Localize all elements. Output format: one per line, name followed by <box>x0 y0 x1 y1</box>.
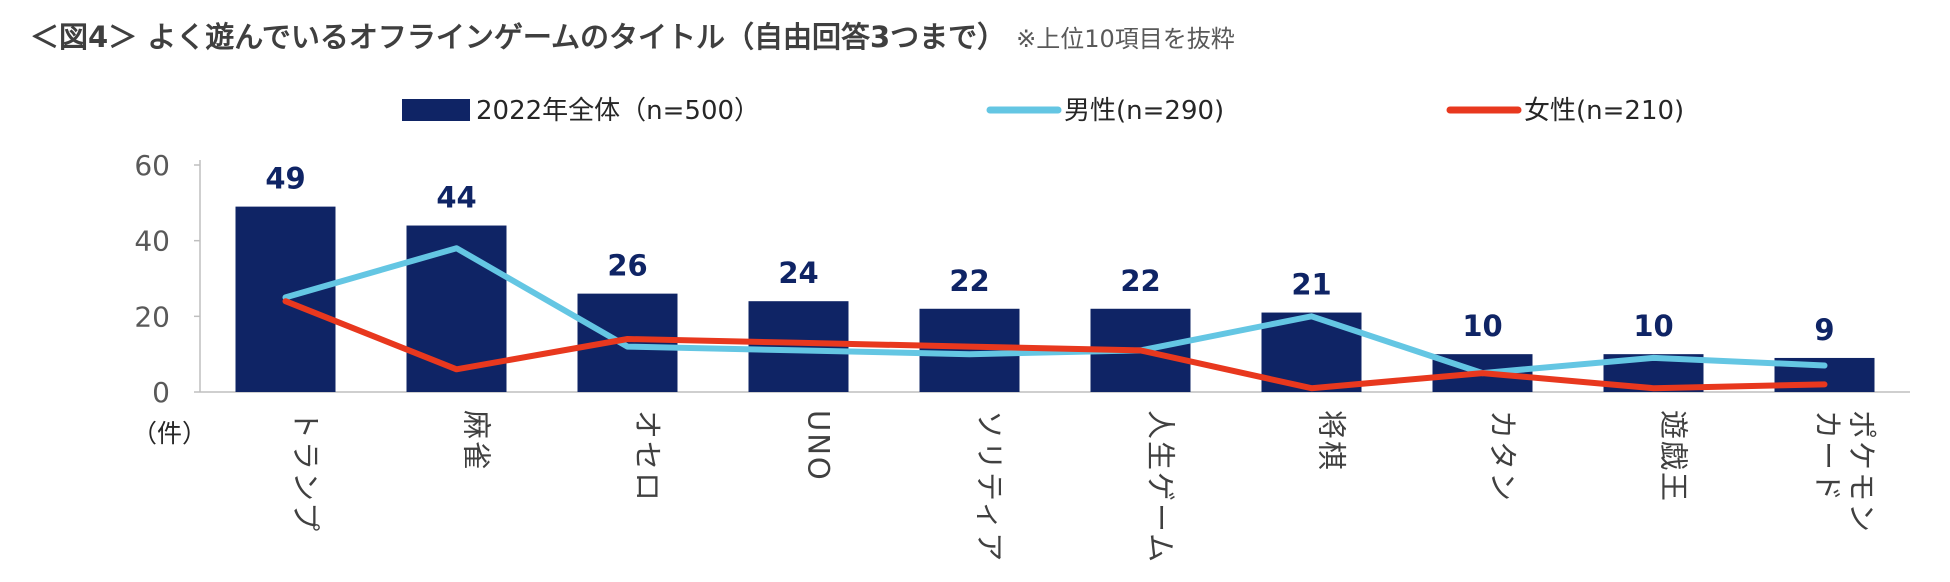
bar-value-label-3: 24 <box>778 256 818 290</box>
x-tick-label-9-0: ポケモン <box>1845 410 1879 534</box>
x-tick-label-2: オセロ <box>631 410 665 503</box>
bar-value-label-6: 21 <box>1291 268 1331 302</box>
bar-value-label-5: 22 <box>1120 264 1160 298</box>
x-tick-label-8: 遊戯王 <box>1657 410 1691 503</box>
bar-value-label-9: 9 <box>1814 313 1834 347</box>
y-tick-label-0: 0 <box>152 376 170 409</box>
series-line-1 <box>282 298 1828 392</box>
series-line-0 <box>282 245 1828 377</box>
y-tick-label-20: 20 <box>134 300 170 333</box>
x-tick-label-5: 人生ゲーム <box>1144 410 1178 564</box>
unit-label: （件） <box>132 419 207 448</box>
x-tick-label-9-1: カード <box>1811 410 1845 503</box>
bar-value-label-7: 10 <box>1462 309 1502 343</box>
title-row: ＜図4＞ よく遊んでいるオフラインゲームのタイトル（自由回答3つまで） ※上位10… <box>30 14 1235 56</box>
y-tick-label-60: 60 <box>134 149 170 182</box>
legend-swatch-0 <box>402 99 470 121</box>
bar-value-label-8: 10 <box>1633 309 1673 343</box>
chart-title: ＜図4＞ よく遊んでいるオフラインゲームのタイトル（自由回答3つまで） <box>30 20 1007 54</box>
x-tick-label-3: UNO <box>802 410 836 482</box>
x-tick-label-1: 麻雀 <box>460 410 494 472</box>
bar-value-label-0: 49 <box>265 162 305 196</box>
legend-label-2: 女性(n=210) <box>1524 96 1684 126</box>
bar-value-label-4: 22 <box>949 264 989 298</box>
legend-label-1: 男性(n=290) <box>1064 96 1224 126</box>
bar-value-label-1: 44 <box>436 181 476 215</box>
bar-3 <box>748 301 849 392</box>
legend-label-0: 2022年全体（n=500） <box>476 96 760 126</box>
x-tick-label-7: カタン <box>1486 410 1520 503</box>
y-tick-label-40: 40 <box>134 225 170 258</box>
x-tick-label-0: トランプ <box>289 410 323 533</box>
chart-subtitle: ※上位10項目を抜粋 <box>1016 25 1235 53</box>
bar-4 <box>919 308 1020 392</box>
x-tick-label-4: ソリティア <box>973 410 1007 563</box>
x-tick-label-6: 将棋 <box>1315 410 1349 472</box>
bar-value-label-2: 26 <box>607 249 647 283</box>
